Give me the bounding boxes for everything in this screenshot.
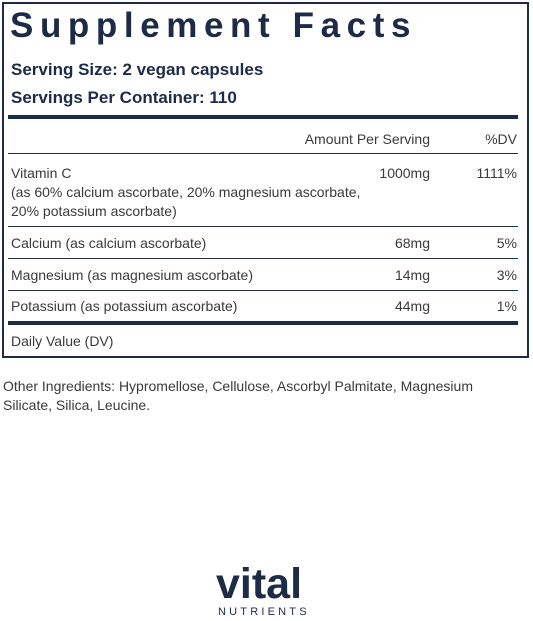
supplement-facts-panel [2, 2, 529, 358]
serving-size: Serving Size: 2 vegan capsules [11, 60, 264, 79]
dv-header: %DV [485, 131, 517, 147]
column-header-divider [8, 153, 518, 154]
row-divider [8, 290, 518, 291]
nutrient-name-potassium: Potassium (as potassium ascorbate) [11, 298, 238, 314]
logo-subtitle: NUTRIENTS [218, 606, 310, 618]
header-divider [8, 115, 518, 119]
nutrient-amount: 14mg [394, 267, 430, 283]
nutrient-amount: 68mg [394, 235, 430, 251]
amount-per-serving-header: Amount Per Serving [304, 131, 430, 147]
nutrient-desc-line: 20% potassium ascorbate) [11, 203, 177, 219]
footer-divider [8, 321, 518, 325]
panel-title: Supplement Facts [10, 6, 418, 45]
nutrient-dv: 1% [496, 298, 517, 314]
nutrient-dv: 3% [496, 267, 517, 283]
logo-wordmark: vital [216, 560, 303, 608]
row-divider [8, 226, 518, 227]
nutrient-dv: 5% [496, 235, 517, 251]
brand-logo: vital NUTRIENTS [0, 560, 533, 620]
servings-per-container: Servings Per Container: 110 [11, 88, 237, 107]
nutrient-amount: 1000mg [379, 165, 430, 181]
nutrient-name-vitamin-c: Vitamin C [11, 165, 72, 181]
nutrient-name-calcium: Calcium (as calcium ascorbate) [11, 235, 207, 251]
nutrient-dv: 1111% [476, 165, 517, 181]
nutrient-amount: 44mg [394, 298, 430, 314]
nutrient-name-magnesium: Magnesium (as magnesium ascorbate) [11, 267, 253, 283]
other-ingredients: Other Ingredients: Hypromellose, Cellulo… [3, 378, 473, 413]
row-divider [8, 258, 518, 259]
nutrient-desc-line: (as 60% calcium ascorbate, 20% magnesium… [11, 184, 361, 200]
daily-value-footnote: Daily Value (DV) [11, 333, 114, 349]
